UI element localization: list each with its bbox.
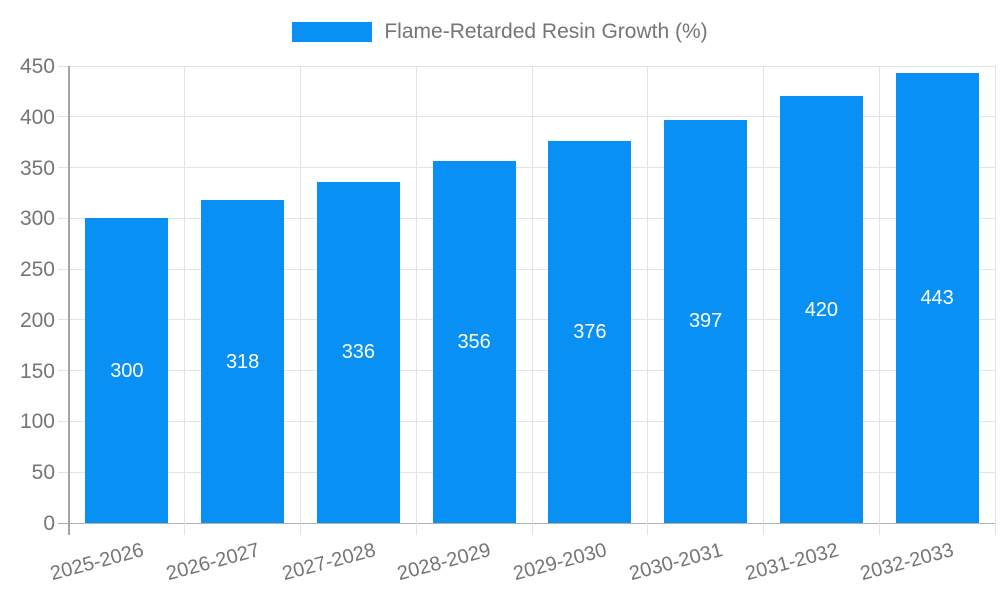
legend-label: Flame-Retarded Resin Growth (%) <box>384 20 708 43</box>
x-gridline <box>300 66 301 535</box>
x-tick-label: 2026-2027 <box>163 539 263 586</box>
x-tick-label: 2032-2033 <box>858 539 957 586</box>
x-gridline <box>415 66 417 535</box>
bar-value-label: 443 <box>920 287 954 310</box>
y-gridline <box>58 217 995 219</box>
y-tick-label: 200 <box>19 308 55 332</box>
bar-value-label: 420 <box>804 298 839 321</box>
bar-2031-2032: 420 <box>779 96 863 523</box>
x-axis-baseline <box>58 522 995 524</box>
y-tick-label: 150 <box>19 359 55 383</box>
bar-value-label: 336 <box>341 341 376 364</box>
y-gridline <box>58 420 995 422</box>
legend-swatch <box>292 22 373 42</box>
y-gridline <box>58 167 995 169</box>
bar-2025-2026: 300 <box>85 218 169 523</box>
x-gridline <box>647 66 649 535</box>
y-gridline <box>58 471 995 473</box>
y-tick-label: 400 <box>19 105 55 129</box>
x-tick-label: 2027-2028 <box>279 539 378 586</box>
x-tick-label: 2025-2026 <box>48 539 147 586</box>
x-gridline <box>531 66 533 535</box>
bar-value-label: 397 <box>688 310 723 333</box>
bar-value-label: 300 <box>110 359 144 382</box>
bar-2028-2029: 356 <box>432 161 516 523</box>
plot-area: 300 318 336 356 376 397 420 443 <box>58 65 996 535</box>
chart-legend: Flame-Retarded Resin Growth (%) <box>0 18 1000 46</box>
y-tick-label: 0 <box>43 512 55 535</box>
y-tick-label: 250 <box>19 258 55 282</box>
y-tick-label: 350 <box>19 156 55 180</box>
y-gridline <box>58 268 995 270</box>
y-gridline <box>58 65 995 67</box>
bar-value-label: 356 <box>457 331 491 354</box>
x-gridline <box>763 66 764 535</box>
x-gridline <box>878 66 880 535</box>
x-tick-label: 2029-2030 <box>511 539 610 586</box>
x-gridline <box>184 66 186 535</box>
x-tick-label: 2031-2032 <box>742 539 841 586</box>
bar-2032-2033: 443 <box>895 73 979 523</box>
x-gridline <box>994 66 996 535</box>
bar-2027-2028: 336 <box>316 181 400 523</box>
y-gridline <box>58 319 995 321</box>
y-gridline <box>58 116 995 118</box>
bar-2026-2027: 318 <box>201 200 285 523</box>
bar-2030-2031: 397 <box>664 119 748 523</box>
y-axis-line <box>68 66 70 535</box>
bar-2029-2030: 376 <box>548 141 632 523</box>
y-tick-label: 50 <box>31 461 55 485</box>
x-tick-label: 2030-2031 <box>626 539 726 586</box>
y-gridline <box>58 370 995 372</box>
y-tick-label: 100 <box>19 410 55 434</box>
y-tick-label: 450 <box>19 55 55 78</box>
x-tick-label: 2028-2029 <box>395 539 494 586</box>
bar-value-label: 318 <box>225 350 260 373</box>
y-tick-label: 300 <box>19 207 55 231</box>
bar-value-label: 376 <box>573 321 607 344</box>
